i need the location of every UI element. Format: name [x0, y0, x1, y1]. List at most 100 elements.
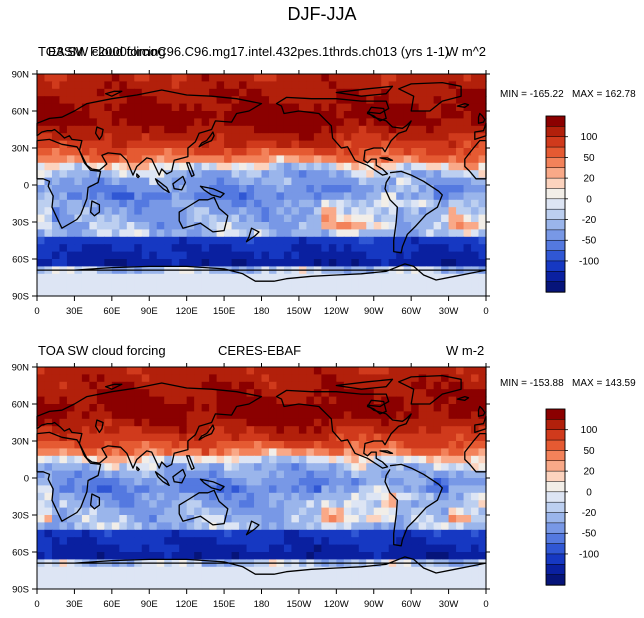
heatmap-cell	[66, 170, 76, 179]
heatmap-cell	[358, 433, 367, 442]
heatmap-cell	[246, 463, 255, 472]
heatmap-cell	[321, 177, 330, 186]
x-tick-label: 60W	[401, 599, 421, 610]
heatmap-cell	[179, 229, 188, 238]
heatmap-cell	[96, 185, 105, 193]
heatmap-cell	[201, 411, 210, 420]
heatmap-cell	[433, 236, 442, 245]
heatmap-cell	[246, 244, 255, 253]
heatmap-cell	[276, 88, 285, 97]
heatmap-cell	[396, 148, 405, 156]
heatmap-cell	[111, 507, 120, 516]
colorbar-swatch	[545, 460, 566, 472]
heatmap-cell	[156, 74, 165, 82]
heatmap-cell	[321, 552, 330, 560]
heatmap-cell	[321, 470, 330, 479]
heatmap-cell	[246, 148, 255, 156]
heatmap-cell	[441, 396, 450, 405]
heatmap-cell	[276, 418, 285, 427]
heatmap-cell	[126, 214, 135, 223]
heatmap-cell	[306, 418, 315, 427]
heatmap-cell	[126, 478, 135, 486]
heatmap-cell	[81, 515, 90, 523]
heatmap-cell	[456, 133, 465, 142]
colorbar-label: 0	[586, 194, 592, 205]
heatmap-cell	[306, 74, 315, 82]
heatmap-cell	[463, 88, 472, 97]
heatmap-cell	[283, 103, 293, 112]
heatmap-cell	[194, 259, 203, 267]
heatmap-cell	[418, 81, 427, 90]
heatmap-cell	[179, 236, 188, 245]
heatmap-cell	[313, 396, 322, 405]
heatmap-cell	[366, 581, 375, 590]
heatmap-cell	[261, 281, 270, 290]
colorbar-swatch	[545, 408, 566, 420]
heatmap-cell	[224, 125, 233, 134]
panel1-left-title-a: TOA SW cloud forcing	[38, 44, 166, 59]
heatmap-cell	[96, 433, 105, 442]
heatmap-cell	[224, 455, 233, 464]
heatmap-cell	[186, 396, 195, 405]
heatmap-cell	[149, 140, 158, 149]
heatmap-cell	[381, 522, 390, 531]
heatmap-cell	[126, 185, 135, 193]
heatmap-cell	[336, 404, 345, 412]
heatmap-cell	[74, 177, 83, 186]
heatmap-cell	[411, 470, 420, 479]
heatmap-cell	[291, 507, 300, 516]
heatmap-cell	[44, 492, 53, 501]
heatmap-cell	[179, 259, 188, 267]
heatmap-cell	[261, 529, 270, 538]
heatmap-cell	[44, 381, 53, 390]
heatmap-cell	[59, 170, 68, 179]
heatmap-cell	[209, 170, 218, 179]
heatmap-cell	[164, 411, 173, 420]
heatmap-cell	[239, 418, 248, 427]
heatmap-cell	[268, 574, 278, 583]
heatmap-cell	[298, 529, 307, 538]
heatmap-cell	[231, 367, 240, 375]
heatmap-cell	[396, 177, 405, 186]
heatmap-cell	[164, 426, 173, 435]
heatmap-cell	[66, 155, 76, 164]
heatmap-cell	[388, 259, 397, 267]
heatmap-cell	[261, 288, 270, 297]
heatmap-cell	[156, 199, 165, 208]
heatmap-cell	[119, 389, 128, 398]
heatmap-cell	[141, 367, 150, 375]
heatmap-cell	[336, 478, 345, 486]
heatmap-cell	[268, 222, 278, 230]
heatmap-cell	[111, 140, 120, 149]
heatmap-cell	[313, 81, 322, 90]
heatmap-cell	[239, 81, 248, 90]
heatmap-cell	[388, 566, 397, 575]
heatmap-cell	[463, 185, 472, 193]
heatmap-cell	[37, 418, 46, 427]
heatmap-cell	[351, 381, 360, 390]
heatmap-cell	[411, 236, 420, 245]
heatmap-cell	[471, 367, 480, 375]
heatmap-cell	[51, 185, 61, 193]
heatmap-cell	[74, 396, 83, 405]
heatmap-cell	[298, 581, 307, 590]
heatmap-cell	[246, 441, 255, 449]
heatmap-cell	[351, 199, 360, 208]
heatmap-cell	[164, 448, 173, 457]
heatmap-cell	[179, 281, 188, 290]
heatmap-cell	[456, 88, 465, 97]
heatmap-cell	[456, 448, 465, 457]
heatmap-cell	[254, 155, 263, 164]
heatmap-cell	[81, 441, 90, 449]
heatmap-cell	[81, 426, 90, 435]
heatmap-cell	[283, 374, 293, 383]
heatmap-cell	[66, 236, 76, 245]
heatmap-cell	[201, 170, 210, 179]
heatmap-cell	[448, 133, 457, 142]
heatmap-cell	[388, 207, 397, 216]
heatmap-cell	[478, 103, 487, 112]
heatmap-cell	[239, 88, 248, 97]
heatmap-cell	[381, 566, 390, 575]
heatmap-cell	[291, 125, 300, 134]
heatmap-cell	[66, 515, 76, 523]
